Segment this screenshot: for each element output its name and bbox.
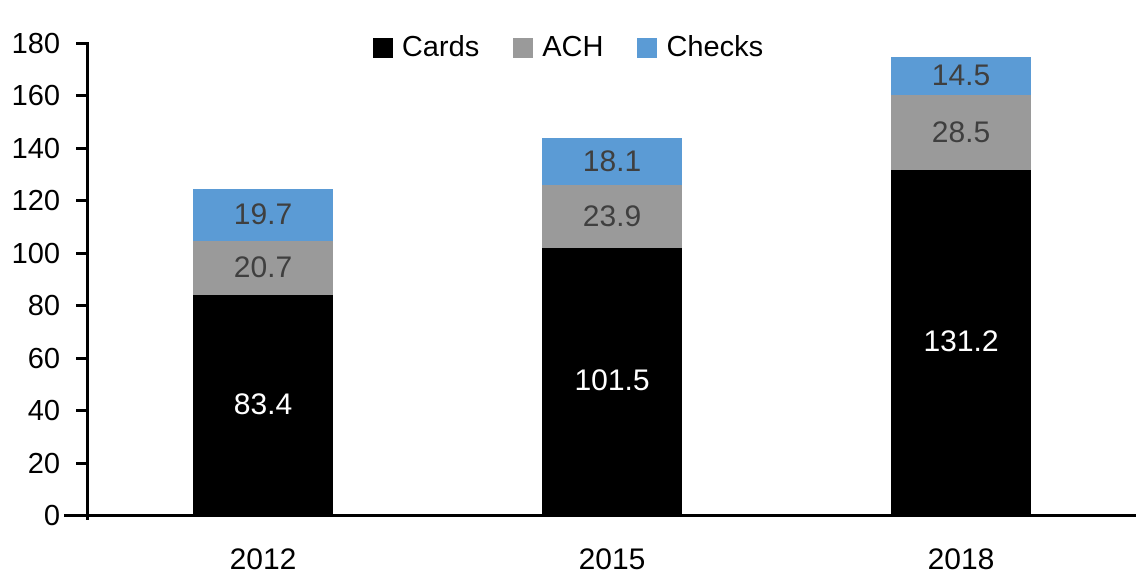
bar-segment-checks-2018: 14.5 <box>891 57 1031 95</box>
data-label: 28.5 <box>931 115 991 149</box>
y-tick <box>76 199 86 202</box>
legend-swatch-checks <box>637 37 658 58</box>
y-axis-tick-label: 180 <box>11 28 60 60</box>
bar-segment-cards-2012: 83.4 <box>193 295 333 514</box>
data-label: 131.2 <box>923 325 999 358</box>
y-axis-tick-label: 80 <box>27 290 60 322</box>
legend-entry: Cards <box>372 31 480 64</box>
bar-segment-cards-2015: 101.5 <box>542 248 682 514</box>
y-tick <box>76 409 86 412</box>
bar-segment-checks-2012: 19.7 <box>193 189 333 241</box>
legend: Cards ACH Checks <box>0 31 1136 64</box>
y-tick <box>76 147 86 150</box>
y-tick <box>76 357 86 360</box>
bar-segment-ach-2018: 28.5 <box>891 95 1031 170</box>
legend-label: Checks <box>666 31 764 63</box>
y-axis-tick-label: 60 <box>27 343 60 375</box>
legend-label: ACH <box>542 31 604 63</box>
legend-swatch-cards <box>372 37 393 58</box>
x-axis-category-label: 2018 <box>927 543 995 576</box>
y-axis-tick-label: 20 <box>27 448 60 480</box>
data-label: 19.7 <box>233 198 293 231</box>
y-axis-tick-label: 140 <box>11 133 60 165</box>
y-axis-tick-label: 100 <box>11 238 60 270</box>
legend-label: Cards <box>401 31 480 63</box>
data-label: 18.1 <box>582 144 642 178</box>
x-axis-category-label: 2015 <box>578 543 646 576</box>
data-label: 83.4 <box>233 387 293 421</box>
data-label: 20.7 <box>233 251 293 284</box>
y-tick <box>76 252 86 255</box>
bar-segment-checks-2015: 18.1 <box>542 138 682 185</box>
y-axis-line <box>86 42 89 520</box>
legend-entry: Checks <box>637 31 763 64</box>
data-label: 23.9 <box>582 199 642 233</box>
y-axis-tick-label: 120 <box>11 185 60 217</box>
data-label: 14.5 <box>931 59 991 92</box>
y-tick <box>76 94 86 97</box>
y-tick <box>76 304 86 307</box>
data-label: 101.5 <box>574 364 650 397</box>
bar-segment-ach-2015: 23.9 <box>542 185 682 248</box>
y-tick <box>76 42 86 45</box>
y-axis-tick-label: 40 <box>27 395 60 427</box>
y-axis-tick-label: 0 <box>43 500 60 532</box>
y-tick <box>76 462 86 465</box>
x-axis-line <box>64 514 1136 517</box>
legend-swatch-ach <box>513 37 534 58</box>
x-axis-category-label: 2012 <box>229 543 297 576</box>
y-axis-tick-label: 160 <box>11 80 60 112</box>
bar-segment-cards-2018: 131.2 <box>891 170 1031 514</box>
bar-segment-ach-2012: 20.7 <box>193 241 333 295</box>
y-tick <box>76 514 86 517</box>
legend-entry: ACH <box>513 31 603 64</box>
